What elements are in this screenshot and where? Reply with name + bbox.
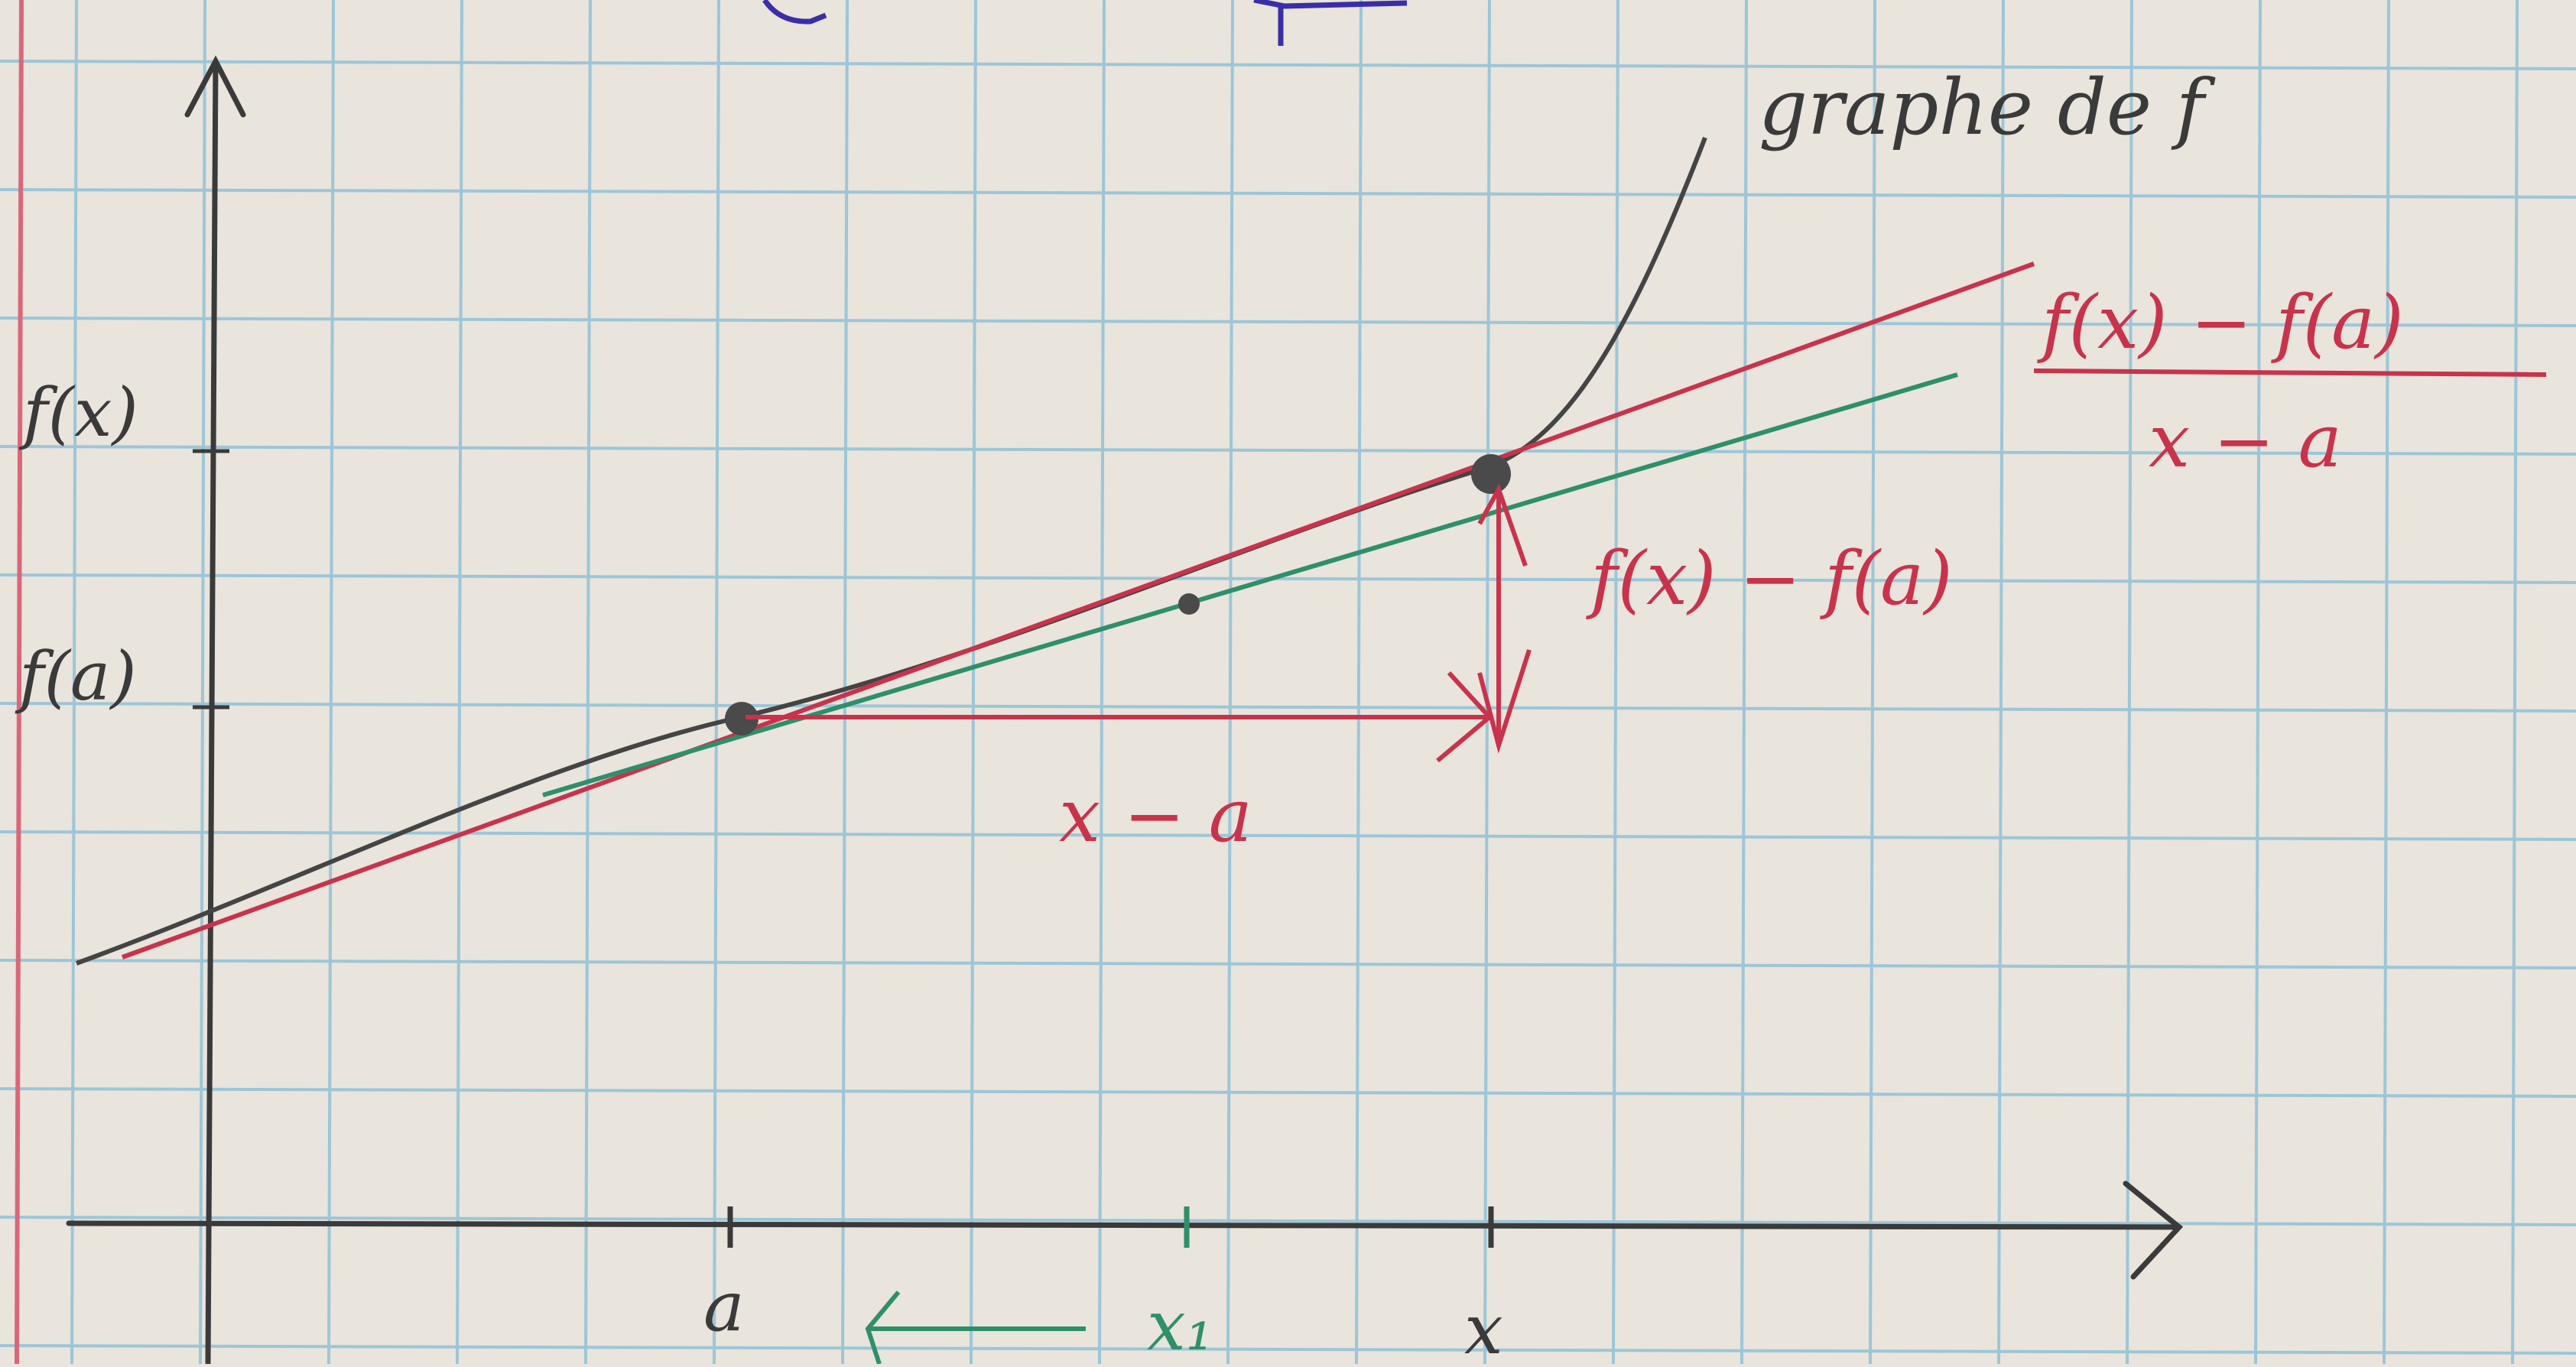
grid-line-vertical	[327, 0, 335, 1365]
grid-line-vertical	[1740, 0, 1748, 1365]
grid-line-vertical	[1612, 0, 1619, 1365]
grid-line-horizontal	[0, 188, 2576, 199]
grid-line-horizontal	[0, 1344, 2576, 1355]
grid-line-vertical	[1997, 0, 2005, 1365]
y-label-fa: f(a)	[15, 637, 137, 716]
grid-line-vertical	[2383, 0, 2390, 1365]
x-axis	[66, 1180, 2184, 1280]
x-label-x1: x₁	[1147, 1286, 1213, 1364]
graph-title: graphe de f	[1759, 63, 2216, 152]
grid-line-horizontal	[0, 317, 2576, 327]
x-label-x: x	[1464, 1290, 1503, 1364]
grid-line-vertical	[1483, 0, 1491, 1365]
margin-line	[15, 0, 24, 1365]
grid-line-vertical	[1098, 0, 1106, 1365]
x-label-a: a	[703, 1267, 745, 1347]
grid-line-vertical	[713, 0, 720, 1365]
grid-line-vertical	[970, 0, 977, 1365]
fraction-numerator: f(x) − f(a)	[2037, 280, 2404, 365]
grid-line-vertical	[456, 0, 463, 1365]
point-a	[725, 702, 759, 735]
green-secant-line	[542, 372, 1958, 797]
grid-line-vertical	[841, 0, 849, 1365]
vertical-gap-label: f(x) − f(a)	[1586, 536, 1953, 622]
grid-line-horizontal	[0, 830, 2576, 841]
grid-line-vertical	[1869, 0, 1876, 1365]
y-axis	[184, 55, 246, 1367]
grid-line-vertical	[199, 0, 206, 1365]
grid-line-vertical	[584, 0, 592, 1365]
top-scribble-blue-2	[1253, 0, 1408, 9]
vertical-gap-arrowhead-top	[1477, 483, 1528, 567]
vertical-gap-arrowhead-bottom	[1477, 649, 1532, 754]
fraction-bar	[2033, 369, 2547, 377]
secant-line	[121, 261, 2035, 959]
grid-line-vertical	[2126, 0, 2133, 1365]
grid-line-horizontal	[0, 1216, 2576, 1226]
grid-line-vertical	[2511, 0, 2519, 1365]
x1-arrow	[865, 1291, 1086, 1365]
grid-line-horizontal	[0, 573, 2576, 584]
grid-line-vertical	[1355, 0, 1363, 1365]
fraction-denominator: x − a	[2149, 398, 2342, 484]
point-x	[1471, 454, 1511, 494]
top-scribble-blue	[762, 0, 827, 24]
grid-line-horizontal	[0, 959, 2576, 969]
grid-line-horizontal	[0, 702, 2576, 713]
grid-line-vertical	[1226, 0, 1234, 1365]
grid-line-vertical	[70, 0, 78, 1365]
point-x1	[1178, 593, 1200, 615]
grid-line-vertical	[2254, 0, 2262, 1365]
grid-line-horizontal	[0, 60, 2576, 70]
y-label-fx: f(x)	[18, 373, 138, 452]
grid-line-horizontal	[0, 1087, 2576, 1098]
horizontal-gap-label: x − a	[1059, 773, 1252, 859]
grid-line-horizontal	[0, 445, 2576, 456]
